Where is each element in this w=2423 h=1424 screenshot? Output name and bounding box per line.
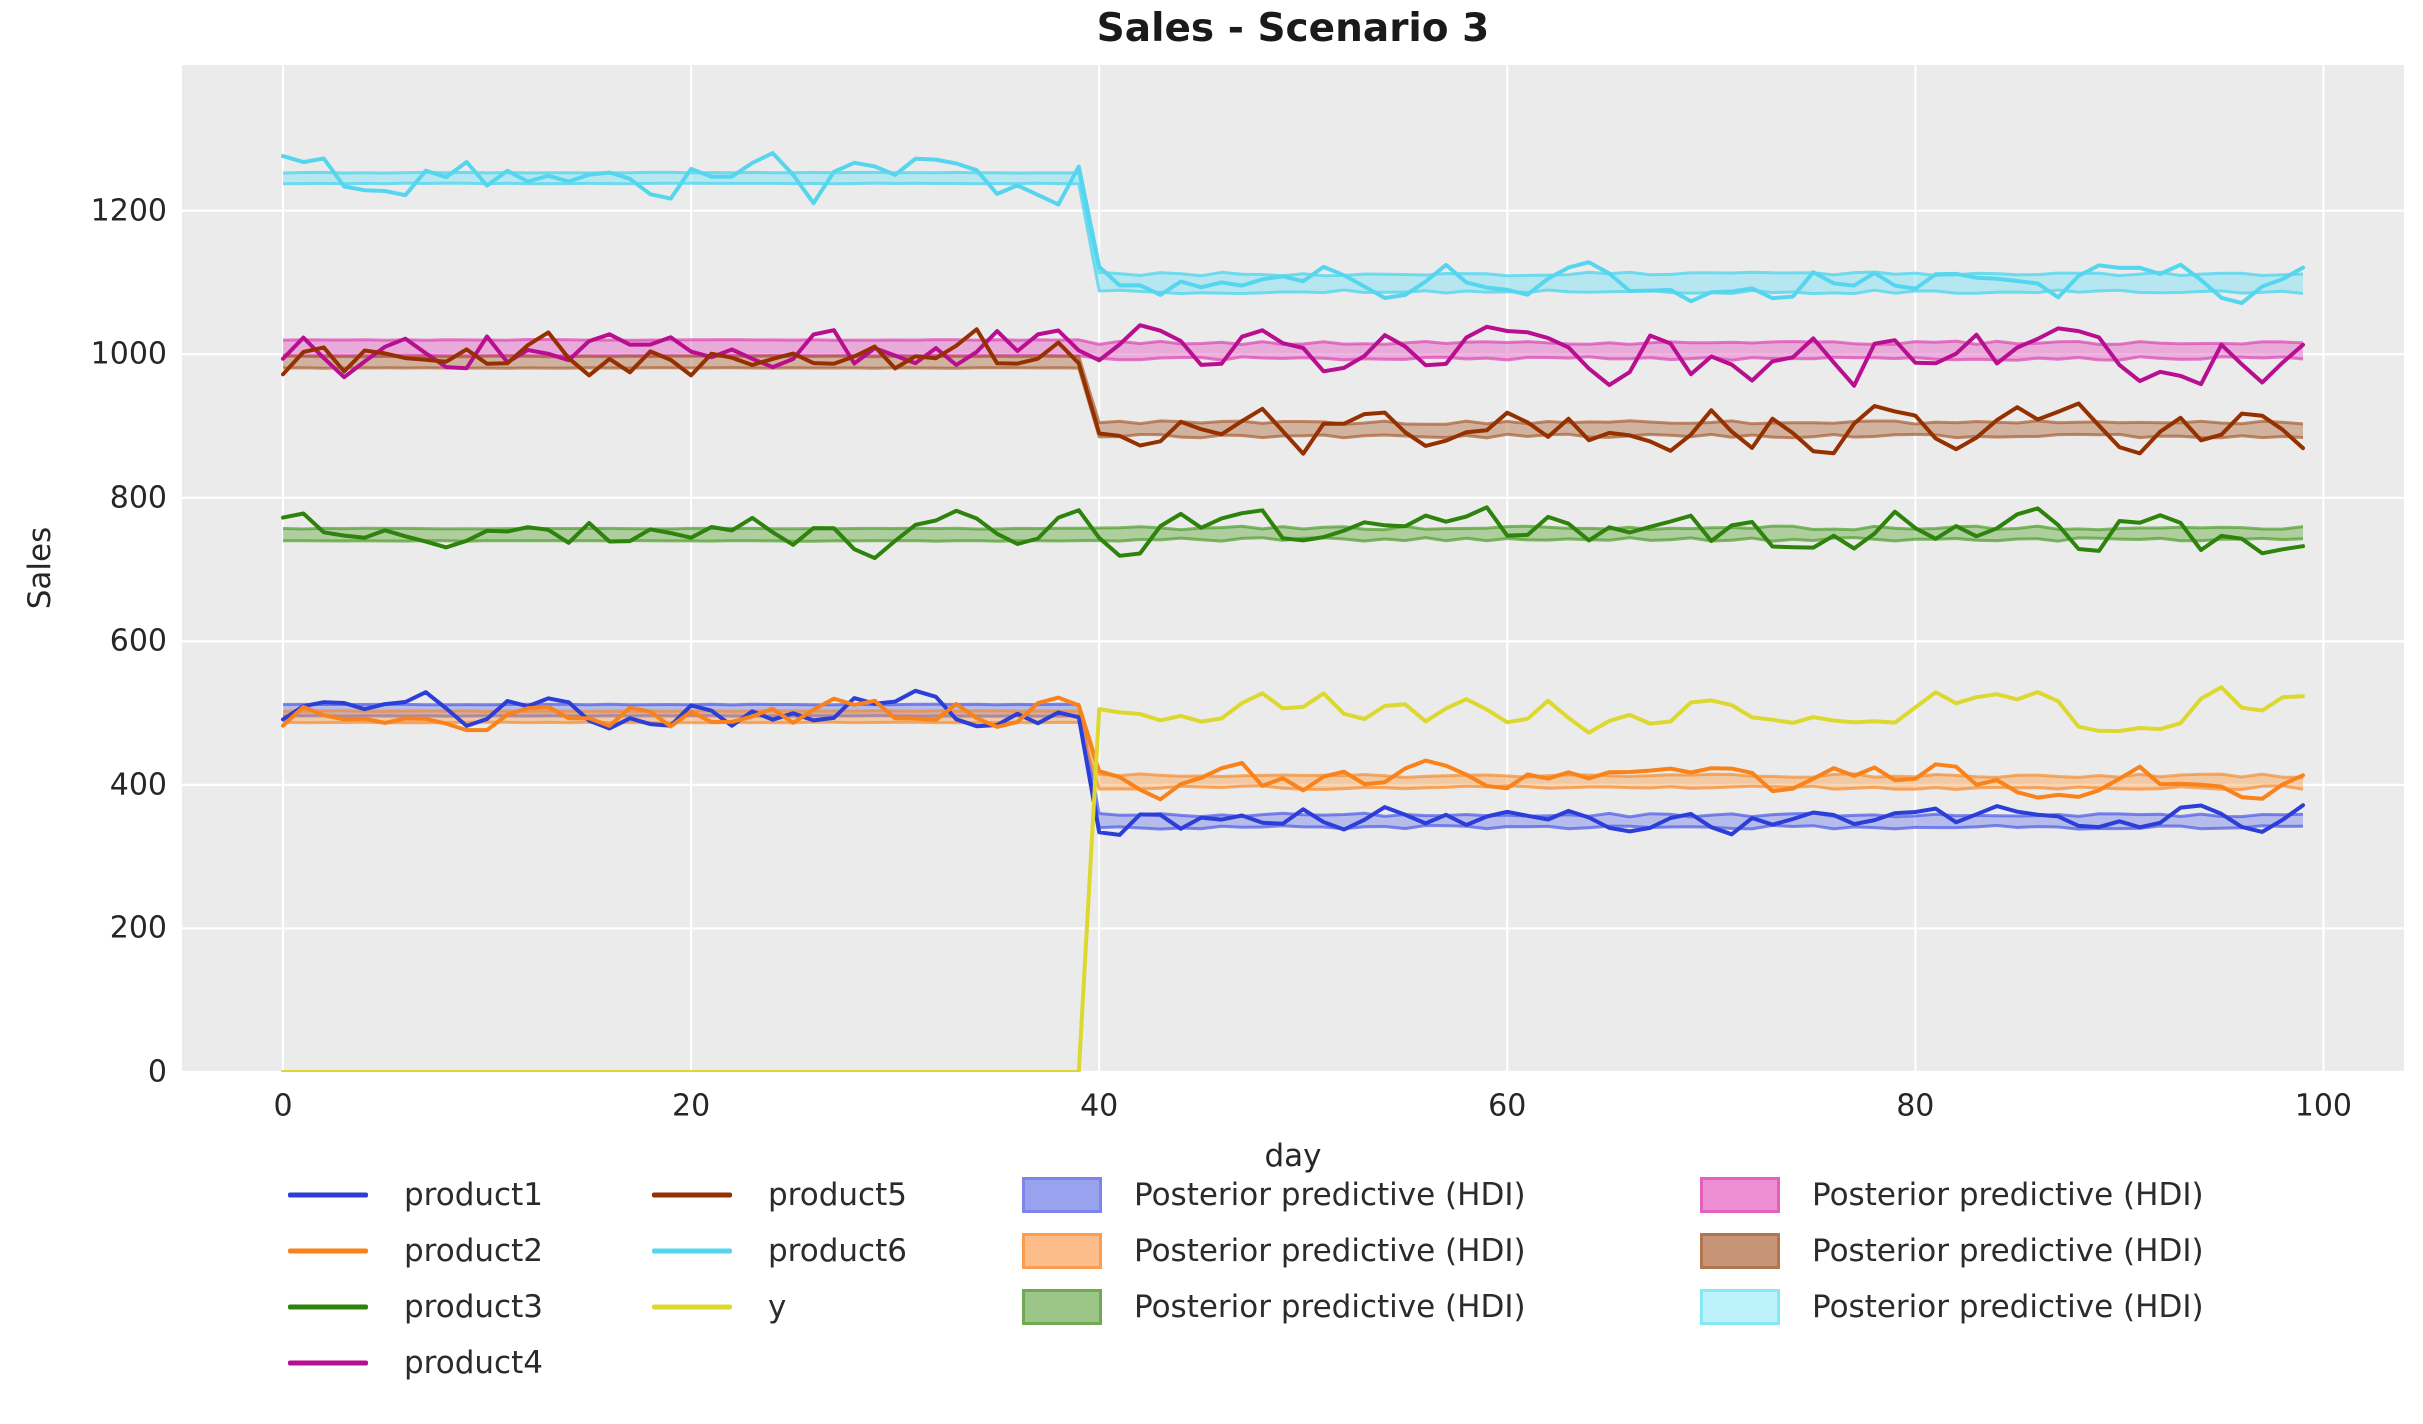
axes-background bbox=[182, 65, 2404, 1072]
chart-title: Sales - Scenario 3 bbox=[1096, 6, 1490, 51]
legend-label: product6 bbox=[768, 1233, 907, 1269]
y-tick-800: 800 bbox=[109, 480, 167, 516]
y-tick-0: 0 bbox=[147, 1054, 167, 1090]
legend-patch-swatch-product3 bbox=[1022, 1289, 1102, 1325]
legend-label: product3 bbox=[404, 1289, 543, 1325]
legend-line-swatch-y bbox=[652, 1304, 732, 1310]
legend-label: product4 bbox=[404, 1345, 543, 1381]
y-tick-200: 200 bbox=[109, 910, 167, 946]
legend-label: product1 bbox=[404, 1177, 543, 1213]
legend-patch-swatch-product6 bbox=[1700, 1289, 1780, 1325]
hdi-band-product6-lower-edge bbox=[282, 181, 2304, 296]
series-line-product4 bbox=[281, 323, 2305, 388]
legend-label: Posterior predictive (HDI) bbox=[1134, 1233, 1526, 1269]
x-tick-0: 0 bbox=[273, 1088, 293, 1124]
legend-label: Posterior predictive (HDI) bbox=[1812, 1289, 2204, 1325]
series-line-product1 bbox=[281, 688, 2305, 837]
legend-label: Posterior predictive (HDI) bbox=[1134, 1177, 1526, 1213]
legend-patch-swatch-product2 bbox=[1022, 1233, 1102, 1269]
x-axis-label: day bbox=[1264, 1138, 1322, 1174]
hdi-band-product5-lower-edge bbox=[282, 366, 2304, 440]
legend-line-swatch-product4 bbox=[288, 1360, 368, 1366]
legend-patch-swatch-product4 bbox=[1700, 1177, 1780, 1213]
legend-label: Posterior predictive (HDI) bbox=[1812, 1233, 2204, 1269]
legend-label: y bbox=[768, 1289, 787, 1325]
legend-label: product5 bbox=[768, 1177, 907, 1213]
x-tick-60: 60 bbox=[1488, 1088, 1527, 1124]
y-tick-1200: 1200 bbox=[90, 193, 167, 229]
x-tick-20: 20 bbox=[671, 1088, 711, 1124]
legend-line-swatch-product5 bbox=[652, 1192, 732, 1198]
hdi-band-product6 bbox=[283, 172, 2303, 294]
legend-label: product2 bbox=[404, 1233, 543, 1269]
series-line-product2 bbox=[281, 695, 2305, 802]
hdi-band-product3-upper-edge bbox=[282, 524, 2304, 532]
legend-line-swatch-product1 bbox=[288, 1192, 368, 1198]
y-tick-400: 400 bbox=[109, 767, 167, 803]
legend-line-swatch-product2 bbox=[288, 1248, 368, 1254]
x-tick-100: 100 bbox=[2294, 1088, 2353, 1124]
y-tick-1000: 1000 bbox=[90, 336, 167, 372]
legend-patch-swatch-product5 bbox=[1700, 1233, 1780, 1269]
y-tick-600: 600 bbox=[109, 623, 167, 659]
legend-line-swatch-product6 bbox=[652, 1248, 732, 1254]
x-tick-40: 40 bbox=[1080, 1088, 1119, 1124]
legend-label: Posterior predictive (HDI) bbox=[1812, 1177, 2204, 1213]
x-tick-80: 80 bbox=[1896, 1088, 1935, 1124]
hdi-band-product1-upper-edge bbox=[282, 702, 2304, 819]
hdi-band-product1 bbox=[283, 704, 2303, 830]
series-line-product3 bbox=[281, 505, 2305, 561]
series-line-product5 bbox=[281, 327, 2305, 456]
series-line-product6 bbox=[281, 151, 2305, 306]
hdi-band-product5-upper-edge bbox=[282, 354, 2304, 426]
legend-line-swatch-product3 bbox=[288, 1304, 368, 1310]
legend-label: Posterior predictive (HDI) bbox=[1134, 1289, 1526, 1325]
series-line-y bbox=[281, 685, 2305, 1072]
legend-patch-swatch-product1 bbox=[1022, 1177, 1102, 1213]
